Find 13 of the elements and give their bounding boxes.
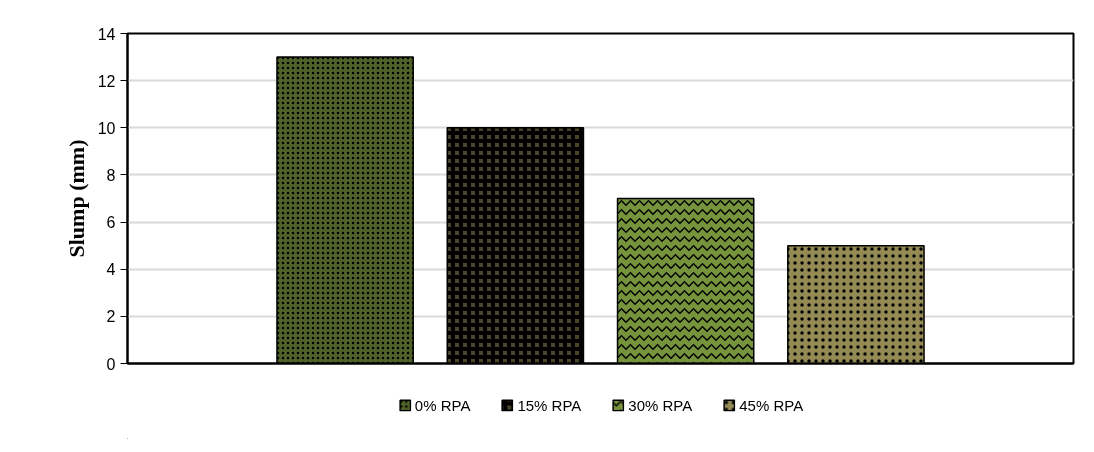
legend-label: 15% RPA xyxy=(517,396,582,414)
y-tick-label: 4 xyxy=(106,261,116,279)
y-tick-label: 14 xyxy=(97,25,116,43)
y-tick-label: 10 xyxy=(97,119,116,137)
legend-label: 30% RPA xyxy=(628,396,693,414)
y-tick-label: 2 xyxy=(106,308,116,326)
legend-label: 45% RPA xyxy=(739,396,804,414)
y-tick-label: 12 xyxy=(97,72,116,90)
y-tick-label: 6 xyxy=(106,214,116,232)
y-axis-title: Slump (mm) xyxy=(63,139,89,258)
legend-label: 0% RPA xyxy=(414,396,471,414)
y-tick-label: 8 xyxy=(106,166,116,184)
y-tick-label: 0 xyxy=(106,355,116,373)
